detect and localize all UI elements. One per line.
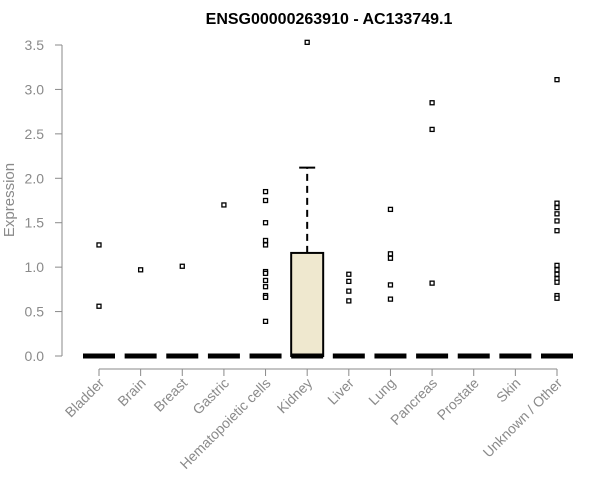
- outlier-point: [387, 296, 394, 302]
- outlier-point: [554, 262, 560, 269]
- x-tick-label: Prostate: [434, 375, 482, 423]
- y-tick-label: 3.5: [25, 37, 45, 53]
- outlier-point: [429, 126, 435, 133]
- x-tick-label: Kidney: [274, 375, 316, 417]
- box-gastric: [207, 202, 240, 359]
- chart-title: ENSG00000263910 - AC133749.1: [206, 11, 453, 28]
- outlier-point: [137, 267, 144, 273]
- outlier-point: [96, 303, 102, 309]
- outlier-point: [554, 211, 560, 217]
- outlier-point: [346, 298, 352, 304]
- outlier-point: [262, 277, 269, 284]
- outlier-point: [429, 280, 435, 286]
- outlier-point: [262, 197, 269, 204]
- x-tick-label: Brain: [114, 375, 148, 409]
- x-tick-label: Liver: [324, 375, 357, 408]
- y-tick-label: 0.0: [25, 348, 45, 364]
- x-tick-label: Skin: [493, 375, 524, 406]
- outlier-point: [262, 237, 269, 244]
- outlier-point: [554, 218, 560, 224]
- box-pancreas: [416, 100, 449, 359]
- outlier-point: [387, 251, 394, 257]
- y-tick-label: 2.0: [25, 170, 45, 186]
- box-series: [83, 39, 573, 359]
- outlier-point: [96, 242, 102, 248]
- outlier-point: [262, 220, 269, 226]
- outlier-point: [554, 267, 560, 273]
- outlier-point: [221, 202, 227, 208]
- outlier-point: [554, 279, 560, 285]
- outlier-point: [554, 204, 560, 211]
- box-hematopoietic-cells: [249, 188, 282, 359]
- outlier-point: [262, 188, 269, 195]
- outlier-point: [262, 284, 269, 290]
- outlier-point: [179, 263, 185, 269]
- outlier-point: [554, 228, 560, 234]
- box-rect: [290, 251, 325, 358]
- x-tick-label: Breast: [150, 375, 190, 415]
- y-axis: 0.0 0.5 1.0 1.5 2.0 2.5 3.0 3.5: [25, 37, 63, 364]
- box-unknown-other: [541, 77, 573, 359]
- outlier-point: [346, 278, 352, 285]
- y-tick-label: 0.5: [25, 304, 45, 320]
- box-liver: [332, 271, 365, 359]
- outlier-point: [554, 200, 560, 206]
- y-tick-label: 2.5: [25, 126, 45, 142]
- outlier-point: [554, 77, 560, 83]
- box-breast: [166, 263, 199, 359]
- outlier-point: [387, 206, 394, 213]
- x-tick-label: Bladder: [62, 375, 108, 421]
- box-brain: [124, 267, 157, 359]
- outlier-point: [262, 242, 269, 248]
- box-bladder: [83, 242, 115, 359]
- outlier-point: [387, 255, 394, 261]
- x-tick-label: Lung: [365, 375, 398, 408]
- outlier-point: [346, 271, 352, 277]
- x-tick-label: Unknown / Other: [480, 375, 566, 461]
- outlier-point: [304, 39, 310, 45]
- outlier-point: [346, 288, 352, 294]
- y-axis-label: Expression: [1, 163, 18, 237]
- outlier-point: [429, 100, 435, 106]
- y-tick-label: 3.0: [25, 81, 45, 97]
- outlier-point: [387, 282, 394, 288]
- outlier-point: [262, 318, 269, 324]
- outlier-point: [554, 295, 560, 301]
- box-kidney: [290, 39, 325, 359]
- y-tick-label: 1.5: [25, 215, 45, 231]
- outlier-point: [554, 271, 560, 277]
- outlier-point: [262, 270, 269, 277]
- outlier-point: [262, 294, 269, 301]
- box-lung: [374, 206, 407, 359]
- y-tick-label: 1.0: [25, 259, 45, 275]
